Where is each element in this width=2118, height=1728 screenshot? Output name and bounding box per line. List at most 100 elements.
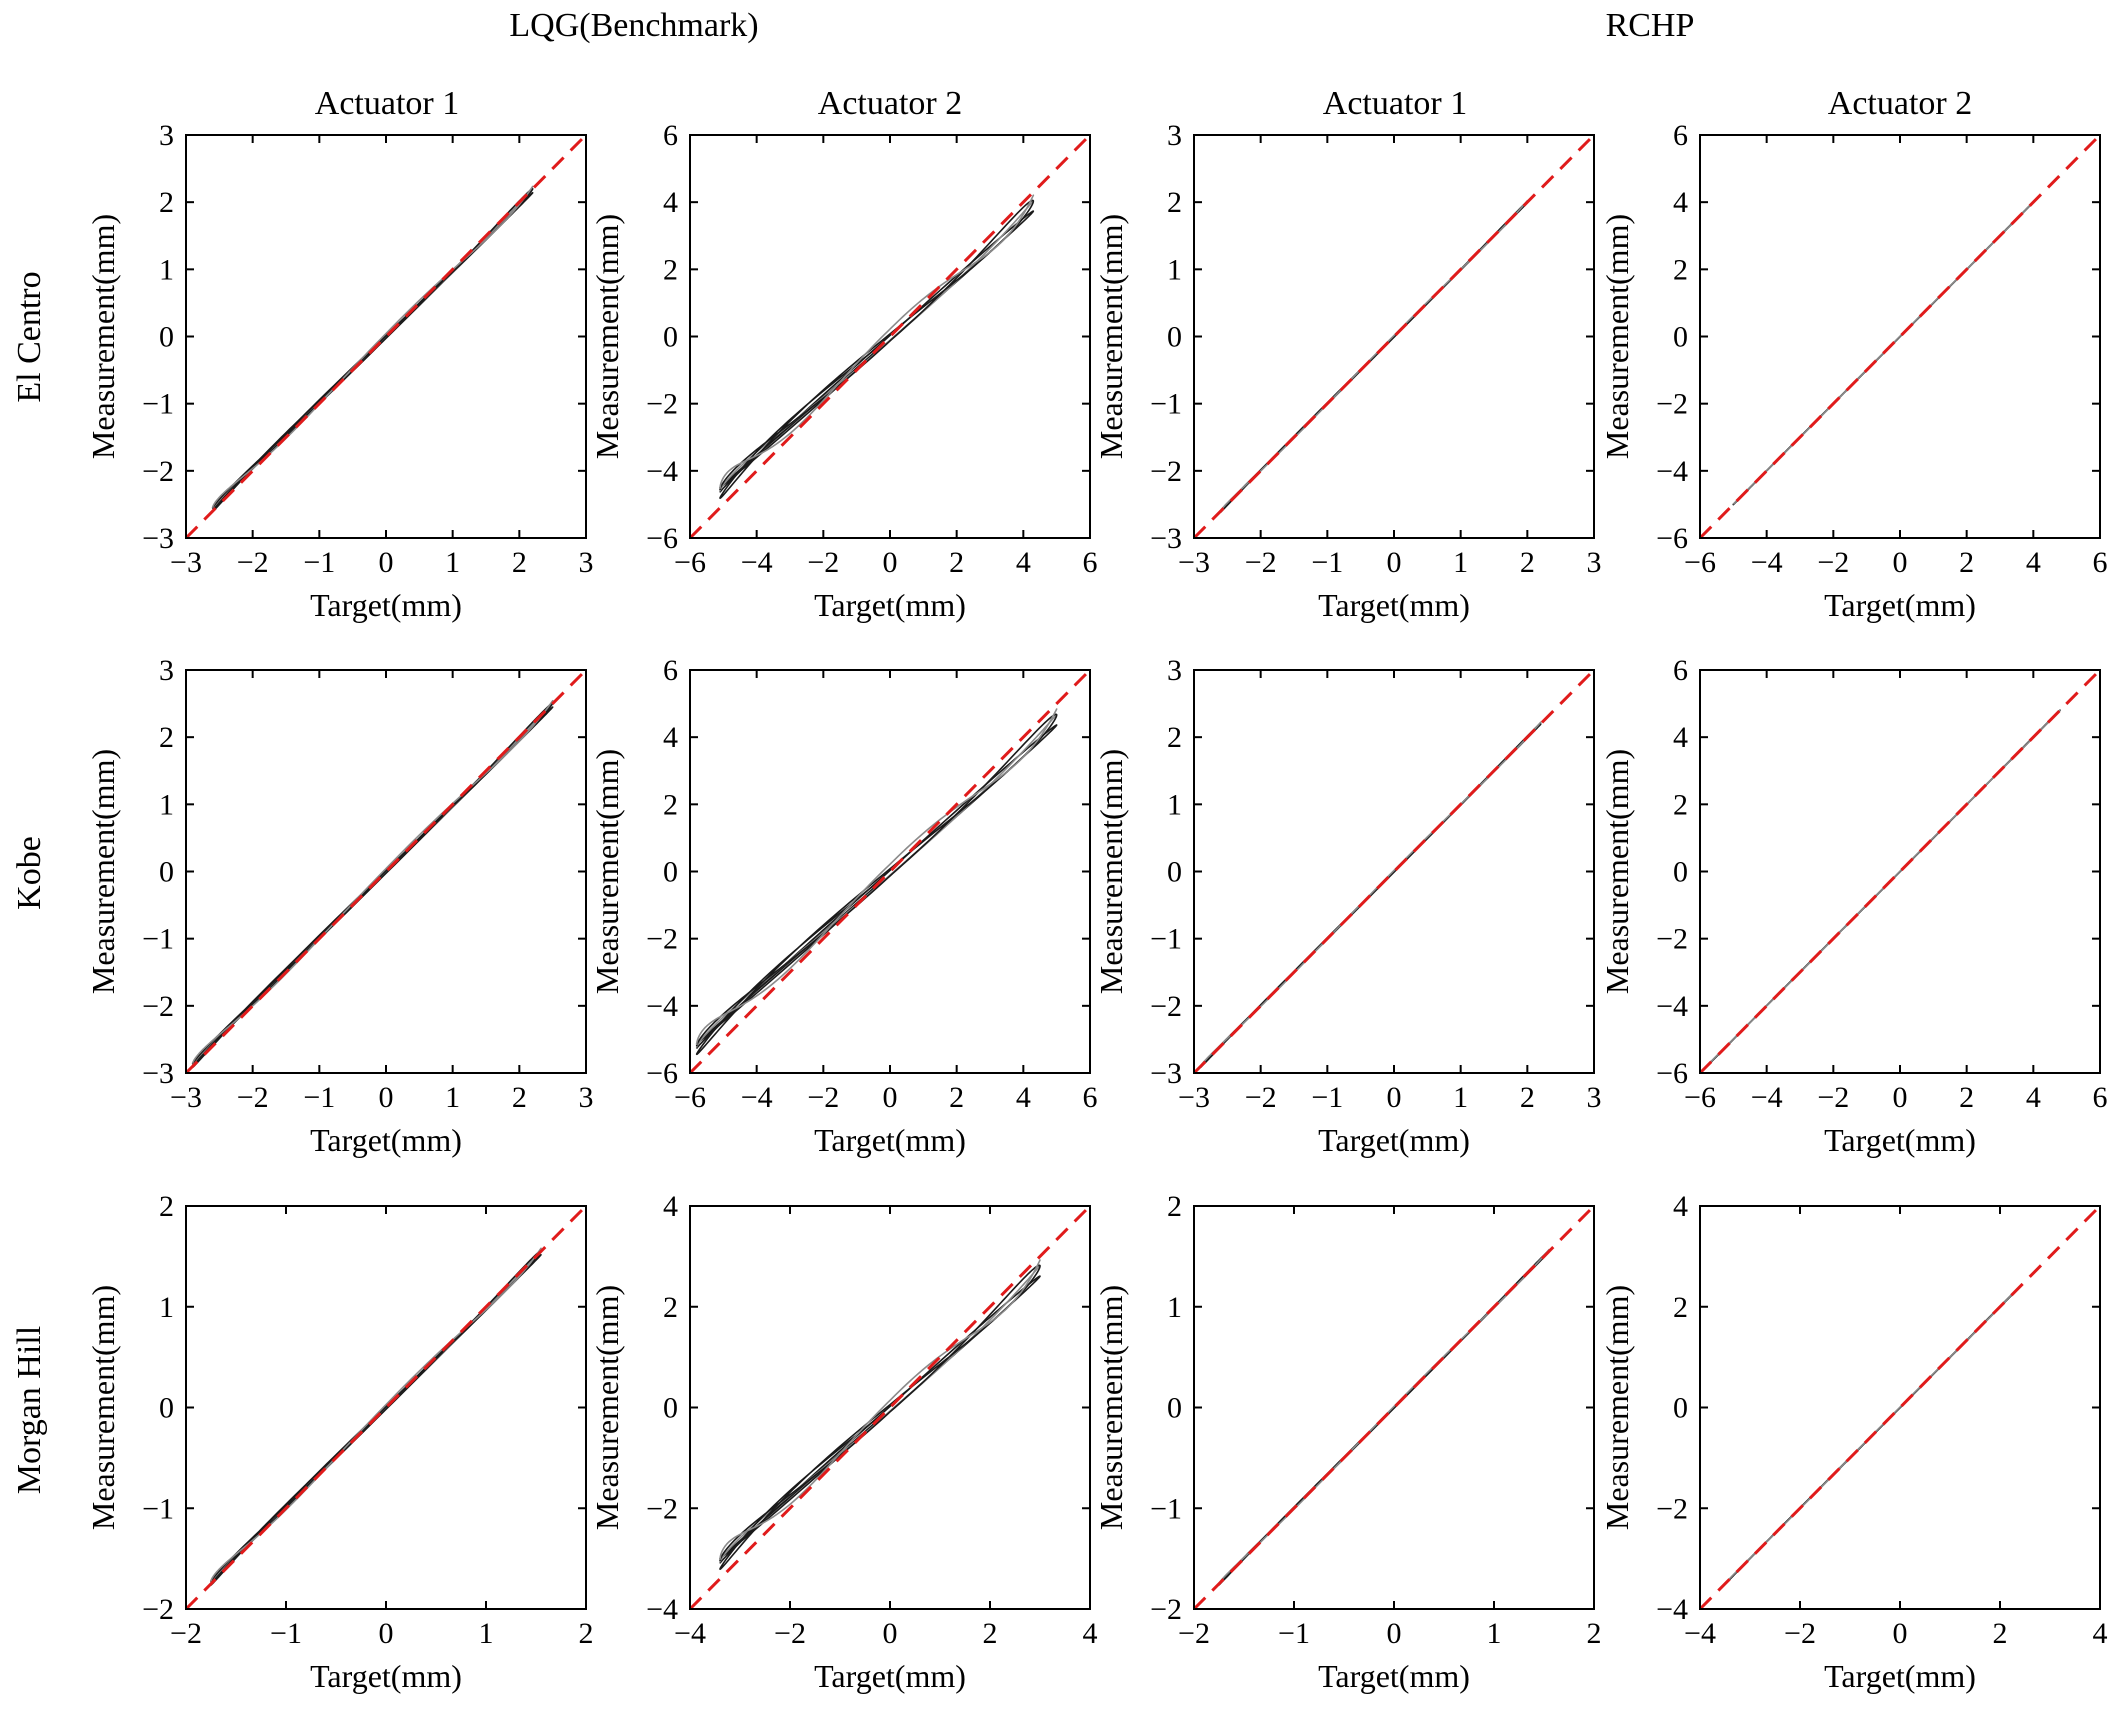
x-axis-label: Target(mm) bbox=[1824, 1658, 1976, 1694]
x-tick-label: 1 bbox=[445, 546, 460, 579]
x-tick-label: −4 bbox=[1751, 1081, 1783, 1114]
subplot-2-2: −6−6 −4 −4 −2 −2 0 0 2 2 4 4 6 6 Target(mm) Measuremen… bbox=[589, 654, 1098, 1158]
y-tick-label: −6 bbox=[646, 1057, 678, 1090]
y-tick-label: 0 bbox=[663, 856, 678, 889]
y-tick-label: 1 bbox=[159, 1291, 174, 1324]
y-tick-label: 0 bbox=[159, 1392, 174, 1425]
y-tick-label: −2 bbox=[142, 1593, 174, 1626]
y-tick-label: 0 bbox=[1167, 1392, 1182, 1425]
y-axis-label: Measurement(mm) bbox=[589, 749, 625, 994]
y-tick-label: 1 bbox=[1167, 253, 1182, 286]
y-tick-label: 3 bbox=[159, 119, 174, 152]
y-tick-label: 1 bbox=[159, 788, 174, 821]
measurement-series-4 bbox=[211, 185, 534, 509]
x-axis-label: Target(mm) bbox=[814, 1658, 966, 1694]
x-tick-label: 6 bbox=[1083, 1081, 1098, 1114]
y-tick-label: 0 bbox=[1167, 321, 1182, 354]
x-tick-label: 2 bbox=[1520, 546, 1535, 579]
row-label-el-centro: El Centro bbox=[11, 271, 48, 402]
y-tick-label: −1 bbox=[1150, 923, 1182, 956]
x-tick-label: −2 bbox=[774, 1617, 806, 1650]
y-axis-label: Measurement(mm) bbox=[589, 1285, 625, 1530]
y-tick-label: 0 bbox=[663, 321, 678, 354]
x-tick-label: 0 bbox=[1387, 546, 1402, 579]
x-tick-label: −6 bbox=[1684, 1081, 1716, 1114]
x-tick-label: 1 bbox=[1487, 1617, 1502, 1650]
x-tick-label: 4 bbox=[2026, 1081, 2041, 1114]
y-tick-label: −3 bbox=[1150, 522, 1182, 555]
y-tick-label: 0 bbox=[1673, 856, 1688, 889]
subplot-3-2: −4−4 −2 −2 0 0 2 2 4 4 Target(mm) Measurement(mm) bbox=[589, 1190, 1098, 1694]
y-tick-label: 2 bbox=[1673, 253, 1688, 286]
x-tick-label: 2 bbox=[949, 546, 964, 579]
x-tick-label: −1 bbox=[1311, 546, 1343, 579]
x-axis-label: Target(mm) bbox=[1318, 1122, 1470, 1158]
y-tick-label: 3 bbox=[1167, 119, 1182, 152]
x-tick-label: 2 bbox=[983, 1617, 998, 1650]
x-tick-label: 0 bbox=[883, 546, 898, 579]
x-tick-label: 6 bbox=[2093, 1081, 2108, 1114]
x-tick-label: 3 bbox=[579, 546, 594, 579]
x-tick-label: −2 bbox=[237, 546, 269, 579]
y-tick-label: −2 bbox=[1656, 388, 1688, 421]
x-axis-label: Target(mm) bbox=[310, 1122, 462, 1158]
y-tick-label: 4 bbox=[1673, 721, 1688, 754]
y-tick-label: −3 bbox=[1150, 1057, 1182, 1090]
group-title-lqg: LQG(Benchmark) bbox=[509, 7, 758, 44]
x-tick-label: −2 bbox=[1784, 1617, 1816, 1650]
measurement-series-4 bbox=[210, 1247, 542, 1582]
x-tick-label: −1 bbox=[303, 546, 335, 579]
y-tick-label: 6 bbox=[663, 119, 678, 152]
x-tick-label: 2 bbox=[1520, 1081, 1535, 1114]
y-tick-label: 2 bbox=[159, 721, 174, 754]
x-tick-label: 2 bbox=[512, 546, 527, 579]
x-tick-label: 0 bbox=[1387, 1081, 1402, 1114]
column-title-4: Actuator 2 bbox=[1828, 85, 1972, 122]
y-tick-label: 2 bbox=[1167, 721, 1182, 754]
x-tick-label: −2 bbox=[1817, 546, 1849, 579]
y-tick-label: 2 bbox=[159, 1190, 174, 1223]
y-tick-label: 0 bbox=[663, 1392, 678, 1425]
y-tick-label: −2 bbox=[646, 388, 678, 421]
y-tick-label: 6 bbox=[1673, 119, 1688, 152]
y-tick-label: −6 bbox=[1656, 522, 1688, 555]
subplot-3-1: −2−2 −1 −1 0 0 1 1 2 2 Target(mm) Measurement(mm) bbox=[85, 1190, 594, 1694]
x-tick-label: −6 bbox=[674, 546, 706, 579]
y-tick-label: 0 bbox=[1673, 1392, 1688, 1425]
y-tick-label: 4 bbox=[1673, 1190, 1688, 1223]
x-axis-label: Target(mm) bbox=[310, 587, 462, 623]
y-tick-label: 1 bbox=[1167, 1291, 1182, 1324]
x-tick-label: 0 bbox=[1893, 546, 1908, 579]
x-tick-label: 3 bbox=[1587, 1081, 1602, 1114]
y-tick-label: 2 bbox=[663, 1291, 678, 1324]
x-tick-label: 2 bbox=[949, 1081, 964, 1114]
y-tick-label: −6 bbox=[1656, 1057, 1688, 1090]
y-axis-label: Measurement(mm) bbox=[1599, 214, 1635, 459]
reference-line bbox=[688, 1204, 1092, 1611]
x-tick-label: 1 bbox=[1453, 1081, 1468, 1114]
x-tick-label: −6 bbox=[1684, 546, 1716, 579]
x-tick-label: −3 bbox=[1178, 546, 1210, 579]
reference-line bbox=[688, 668, 1092, 1075]
y-tick-label: 4 bbox=[663, 721, 678, 754]
x-tick-label: −2 bbox=[1245, 546, 1277, 579]
y-tick-label: 1 bbox=[1167, 788, 1182, 821]
x-tick-label: 2 bbox=[1993, 1617, 2008, 1650]
measurement-series-4 bbox=[719, 194, 1035, 489]
x-tick-label: −1 bbox=[1311, 1081, 1343, 1114]
y-tick-label: 0 bbox=[159, 856, 174, 889]
y-axis-label: Measurement(mm) bbox=[1599, 1285, 1635, 1530]
y-tick-label: −1 bbox=[1150, 388, 1182, 421]
y-axis-label: Measurement(mm) bbox=[85, 1285, 121, 1530]
x-tick-label: −2 bbox=[1178, 1617, 1210, 1650]
subplot-2-3: −3−3 −2 −2 −1 −1 0 0 1 1 2 2 3 3 Target(mm) Measuremen… bbox=[1093, 654, 1602, 1158]
reference-line bbox=[688, 133, 1092, 540]
x-axis-label: Target(mm) bbox=[1824, 587, 1976, 623]
y-tick-label: 4 bbox=[663, 186, 678, 219]
x-tick-label: −4 bbox=[674, 1617, 706, 1650]
y-tick-label: −1 bbox=[142, 923, 174, 956]
x-tick-label: −4 bbox=[1684, 1617, 1716, 1650]
y-tick-label: −1 bbox=[142, 1492, 174, 1525]
x-axis-label: Target(mm) bbox=[1824, 1122, 1976, 1158]
